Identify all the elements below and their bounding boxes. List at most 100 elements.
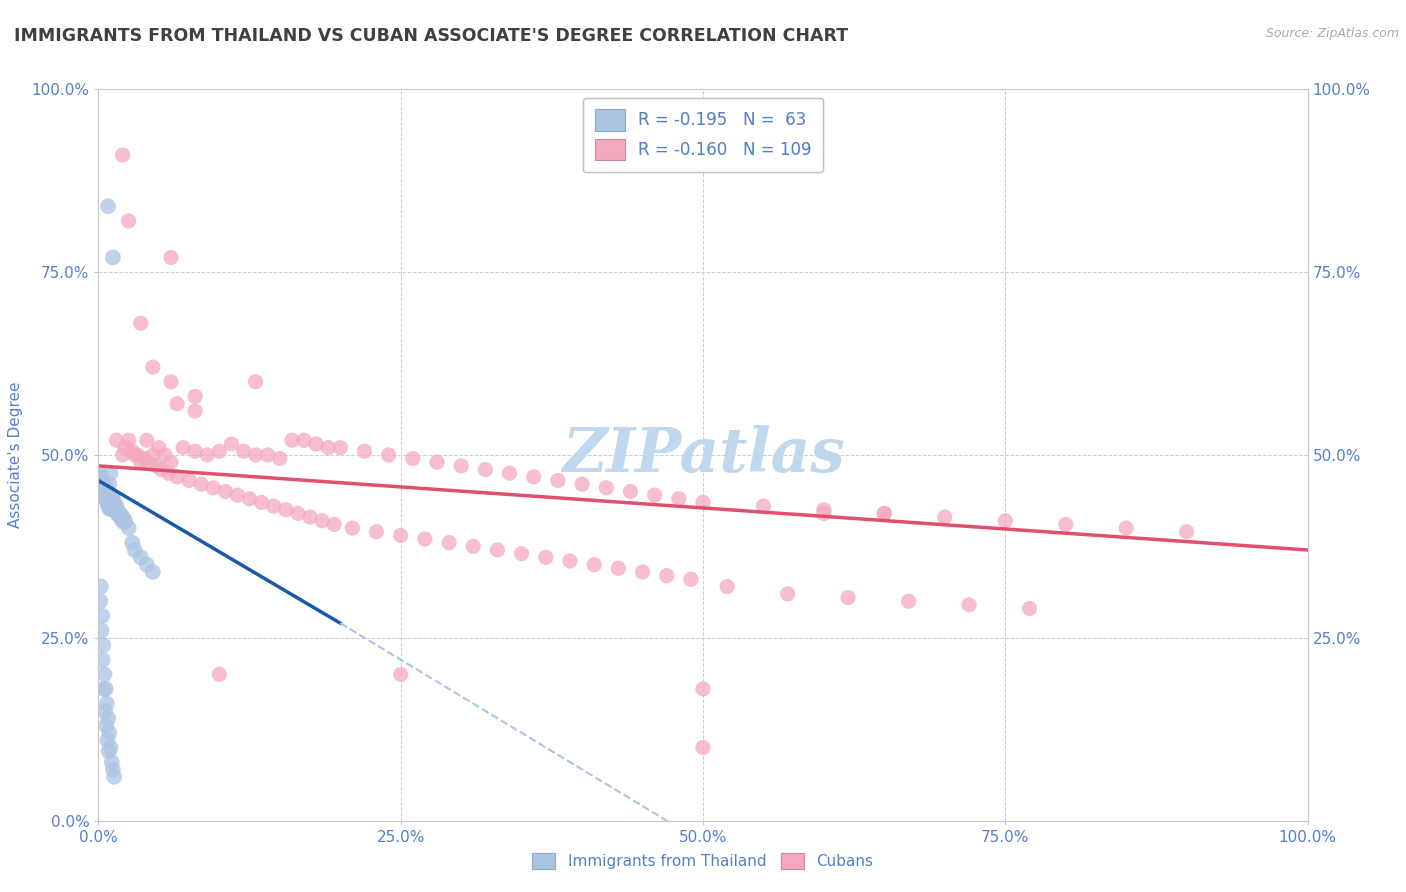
Point <box>644 488 666 502</box>
Point <box>172 441 194 455</box>
Point <box>813 503 835 517</box>
Point <box>96 697 118 711</box>
Point <box>98 502 121 516</box>
Point <box>96 733 118 747</box>
Text: ZIPatlas: ZIPatlas <box>561 425 845 485</box>
Point <box>994 514 1017 528</box>
Point <box>292 434 315 448</box>
Point <box>692 495 714 509</box>
Point <box>98 500 121 515</box>
Point <box>93 681 115 696</box>
Point <box>94 489 117 503</box>
Point <box>107 507 129 521</box>
Point <box>94 704 117 718</box>
Point <box>90 468 112 483</box>
Point <box>221 437 243 451</box>
Legend: R = -0.195   N =  63, R = -0.160   N = 109: R = -0.195 N = 63, R = -0.160 N = 109 <box>583 97 823 172</box>
Point <box>214 484 236 499</box>
Point <box>100 491 122 505</box>
Point <box>245 375 267 389</box>
Point <box>124 448 146 462</box>
Point <box>104 502 127 516</box>
Point <box>837 591 859 605</box>
Point <box>668 491 690 506</box>
Point <box>91 482 114 496</box>
Point <box>98 726 121 740</box>
Point <box>114 514 136 528</box>
Point <box>90 475 112 490</box>
Point <box>486 543 509 558</box>
Point <box>98 498 121 512</box>
Point <box>100 499 122 513</box>
Point <box>89 470 111 484</box>
Point <box>118 521 141 535</box>
Point <box>184 404 207 418</box>
Y-axis label: Associate's Degree: Associate's Degree <box>8 382 22 528</box>
Point <box>105 499 128 513</box>
Point <box>124 543 146 558</box>
Point <box>138 455 160 469</box>
Point <box>269 451 291 466</box>
Point <box>474 462 496 476</box>
Point <box>94 491 117 506</box>
Point <box>150 462 173 476</box>
Point <box>166 397 188 411</box>
Point <box>1054 517 1077 532</box>
Point <box>450 458 472 473</box>
Point <box>89 594 111 608</box>
Point <box>523 470 546 484</box>
Point <box>100 466 122 480</box>
Point <box>157 466 180 480</box>
Point <box>108 507 131 521</box>
Point <box>104 503 127 517</box>
Point <box>256 448 278 462</box>
Point <box>105 434 128 448</box>
Point <box>287 507 309 521</box>
Point <box>547 474 569 488</box>
Point <box>129 316 152 330</box>
Point <box>91 474 114 488</box>
Point <box>534 550 557 565</box>
Point <box>299 510 322 524</box>
Point <box>101 763 124 777</box>
Point <box>239 491 262 506</box>
Point <box>90 580 112 594</box>
Point <box>934 510 956 524</box>
Point <box>91 653 114 667</box>
Point <box>91 638 114 652</box>
Point <box>105 505 128 519</box>
Point <box>114 441 136 455</box>
Point <box>97 199 120 213</box>
Point <box>97 744 120 758</box>
Point <box>311 514 333 528</box>
Point <box>96 718 118 732</box>
Point <box>558 554 581 568</box>
Point <box>127 448 149 462</box>
Point <box>97 499 120 513</box>
Point <box>366 524 388 539</box>
Point <box>103 495 125 509</box>
Point <box>160 455 183 469</box>
Point <box>195 448 218 462</box>
Point <box>100 740 122 755</box>
Point <box>510 547 533 561</box>
Legend: Immigrants from Thailand, Cubans: Immigrants from Thailand, Cubans <box>526 847 880 875</box>
Text: Source: ZipAtlas.com: Source: ZipAtlas.com <box>1265 27 1399 40</box>
Point <box>323 517 346 532</box>
Point <box>111 510 134 524</box>
Point <box>93 484 115 499</box>
Point <box>1175 524 1198 539</box>
Point <box>184 444 207 458</box>
Point <box>90 477 112 491</box>
Point <box>873 507 896 521</box>
Point <box>121 444 143 458</box>
Point <box>498 466 520 480</box>
Point <box>97 498 120 512</box>
Point <box>103 770 125 784</box>
Point <box>110 512 132 526</box>
Point <box>631 565 654 579</box>
Point <box>692 740 714 755</box>
Point <box>121 535 143 549</box>
Point <box>129 455 152 469</box>
Point <box>103 496 125 510</box>
